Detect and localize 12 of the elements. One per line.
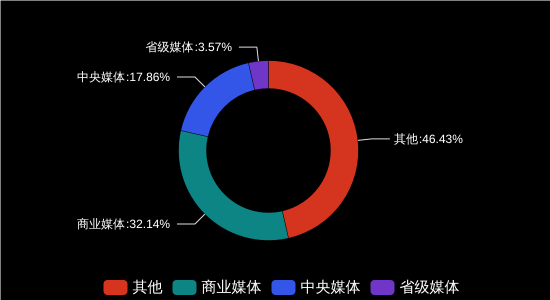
legend-label: 其他 (132, 279, 162, 296)
legend-label: 省级媒体 (400, 279, 460, 296)
data-label: :17.86% (126, 70, 170, 84)
data-label: :3.57% (194, 40, 232, 54)
slice-label: 商业媒体 (77, 217, 126, 232)
data-label: :46.43% (418, 132, 464, 146)
legend-label: 商业媒体 (202, 279, 262, 296)
data-label: :32.14% (126, 217, 170, 232)
slice-label: 省级媒体 (146, 40, 194, 54)
slice-label: 其他 (394, 132, 418, 146)
slice-label: 中央媒体 (77, 70, 126, 84)
legend-label: 中央媒体 (300, 279, 360, 296)
